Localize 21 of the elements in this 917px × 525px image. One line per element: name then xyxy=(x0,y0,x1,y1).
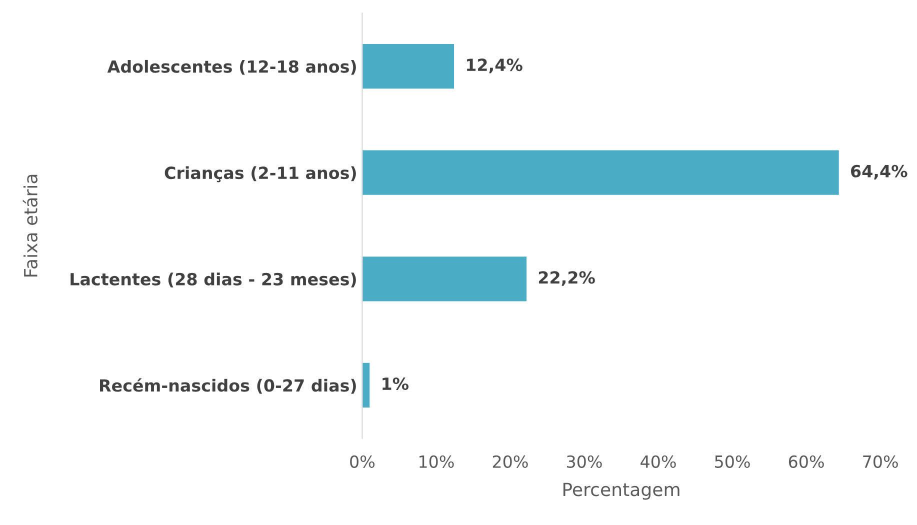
x-tick-label: 40% xyxy=(640,455,676,468)
data-label: 1% xyxy=(382,377,408,390)
bar xyxy=(362,44,454,89)
data-label: 12,4% xyxy=(466,58,522,74)
x-tick-label: 10% xyxy=(420,455,454,468)
x-tick-label: 60% xyxy=(788,455,824,468)
y-tick-label: Recém-nascidos (0-27 dias) xyxy=(100,378,356,394)
y-axis-title: Faixa etária xyxy=(22,174,38,277)
x-tick-label: 20% xyxy=(492,455,528,468)
bar xyxy=(362,150,839,195)
bar xyxy=(362,256,527,302)
x-tick-label: 0% xyxy=(350,455,375,468)
x-axis-title: Percentagem xyxy=(563,482,680,500)
x-tick-label: 30% xyxy=(567,455,602,468)
x-tick-label: 50% xyxy=(715,455,750,468)
x-tick-label: 70% xyxy=(863,455,898,468)
data-label: 64,4% xyxy=(851,164,908,180)
data-label: 22,2% xyxy=(538,271,595,286)
y-tick-label: Adolescentes (12-18 anos) xyxy=(107,60,356,75)
y-tick-label: Lactentes (28 dias - 23 meses) xyxy=(70,272,356,288)
y-tick-label: Crianças (2-11 anos) xyxy=(164,166,356,182)
